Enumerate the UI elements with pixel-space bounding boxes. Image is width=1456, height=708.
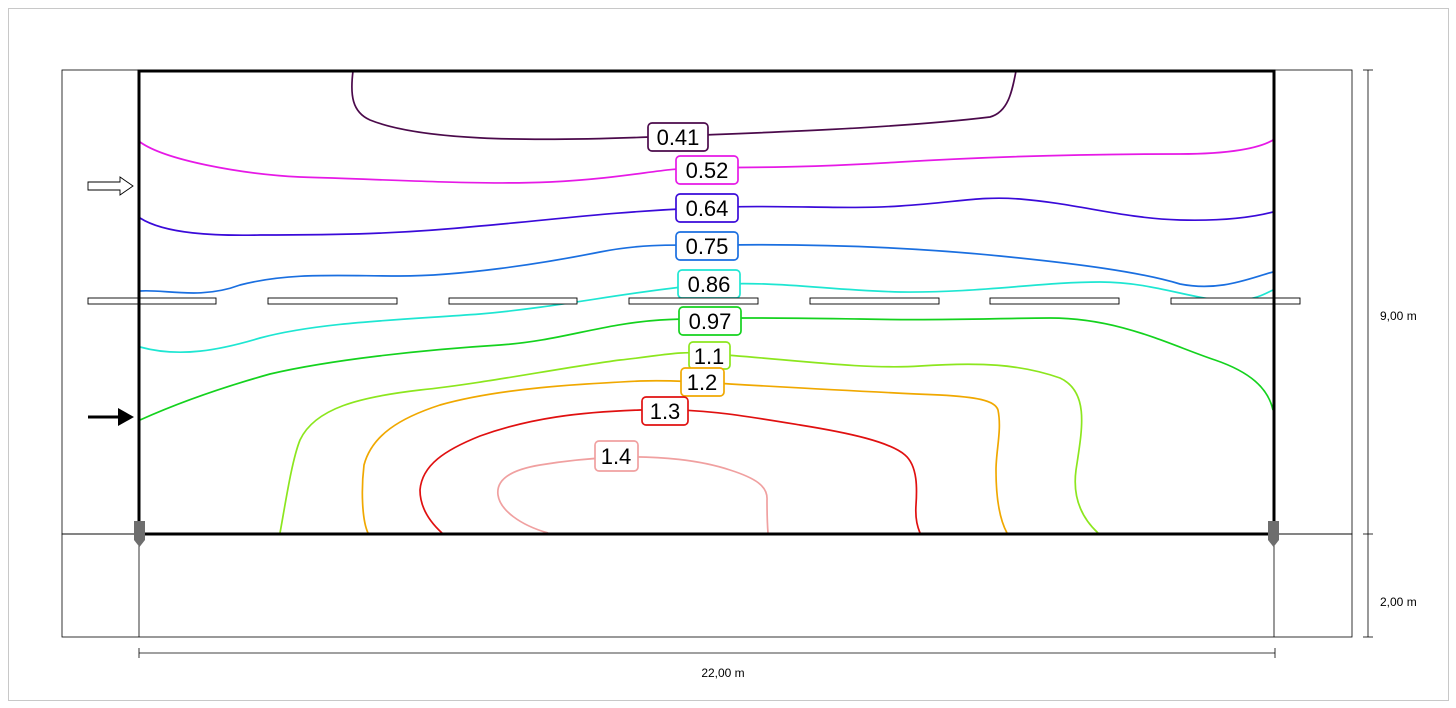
svg-text:1.2: 1.2 <box>687 370 718 395</box>
svg-text:0.86: 0.86 <box>688 272 731 297</box>
width-dimension <box>138 648 1276 658</box>
luminaire <box>1170 297 1301 305</box>
depth-dimension-label: 2,00 m <box>1380 595 1417 609</box>
isoline-label-0-86: 0.86 <box>677 269 741 299</box>
height-dimension-label: 9,00 m <box>1380 309 1417 323</box>
isoline-label-0-41: 0.41 <box>647 122 709 152</box>
luminaire-row <box>87 297 1301 305</box>
isoline-label-0-64: 0.64 <box>675 193 739 223</box>
calculation-area-border <box>137 69 1276 536</box>
isoline-label-1-2: 1.2 <box>680 367 725 397</box>
lower-outer-box <box>61 533 1353 638</box>
isoline-label-0-75: 0.75 <box>675 231 739 261</box>
isoline-label-1-4: 1.4 <box>594 440 639 472</box>
svg-text:0.75: 0.75 <box>686 234 729 259</box>
luminaire <box>448 297 578 305</box>
luminaire <box>87 297 217 305</box>
width-dimension-label: 22,00 m <box>701 666 744 680</box>
svg-text:0.41: 0.41 <box>657 125 700 150</box>
isoline-1-3 <box>419 408 921 534</box>
isoline-label-1-1: 1.1 <box>688 341 731 370</box>
svg-text:0.52: 0.52 <box>686 158 729 183</box>
svg-text:0.97: 0.97 <box>689 309 732 334</box>
isoline-0-86 <box>139 281 1274 354</box>
svg-text:1.4: 1.4 <box>601 444 632 469</box>
height-dimension <box>1363 69 1373 638</box>
svg-text:1.3: 1.3 <box>650 399 681 424</box>
isoline-label-0-97: 0.97 <box>678 306 742 336</box>
pole-marker-icon <box>1268 521 1279 547</box>
luminaire <box>628 297 759 305</box>
svg-text:1.1: 1.1 <box>694 344 725 369</box>
isoline-label-0-52: 0.52 <box>675 155 739 185</box>
luminaire <box>989 297 1120 305</box>
isoline-labels: 0.41 0.52 0.64 0.75 0.86 0.97 1.1 1.2 <box>594 122 742 472</box>
pole-marker-icon <box>134 521 145 547</box>
svg-text:0.64: 0.64 <box>686 196 729 221</box>
isoline-label-1-3: 1.3 <box>641 396 689 426</box>
hollow-arrow-icon <box>87 176 134 196</box>
luminaire <box>809 297 940 305</box>
isoline-0-64 <box>139 197 1274 237</box>
drawing-frame <box>8 8 1449 701</box>
solid-arrow-icon <box>88 408 134 426</box>
luminaire <box>267 297 398 305</box>
